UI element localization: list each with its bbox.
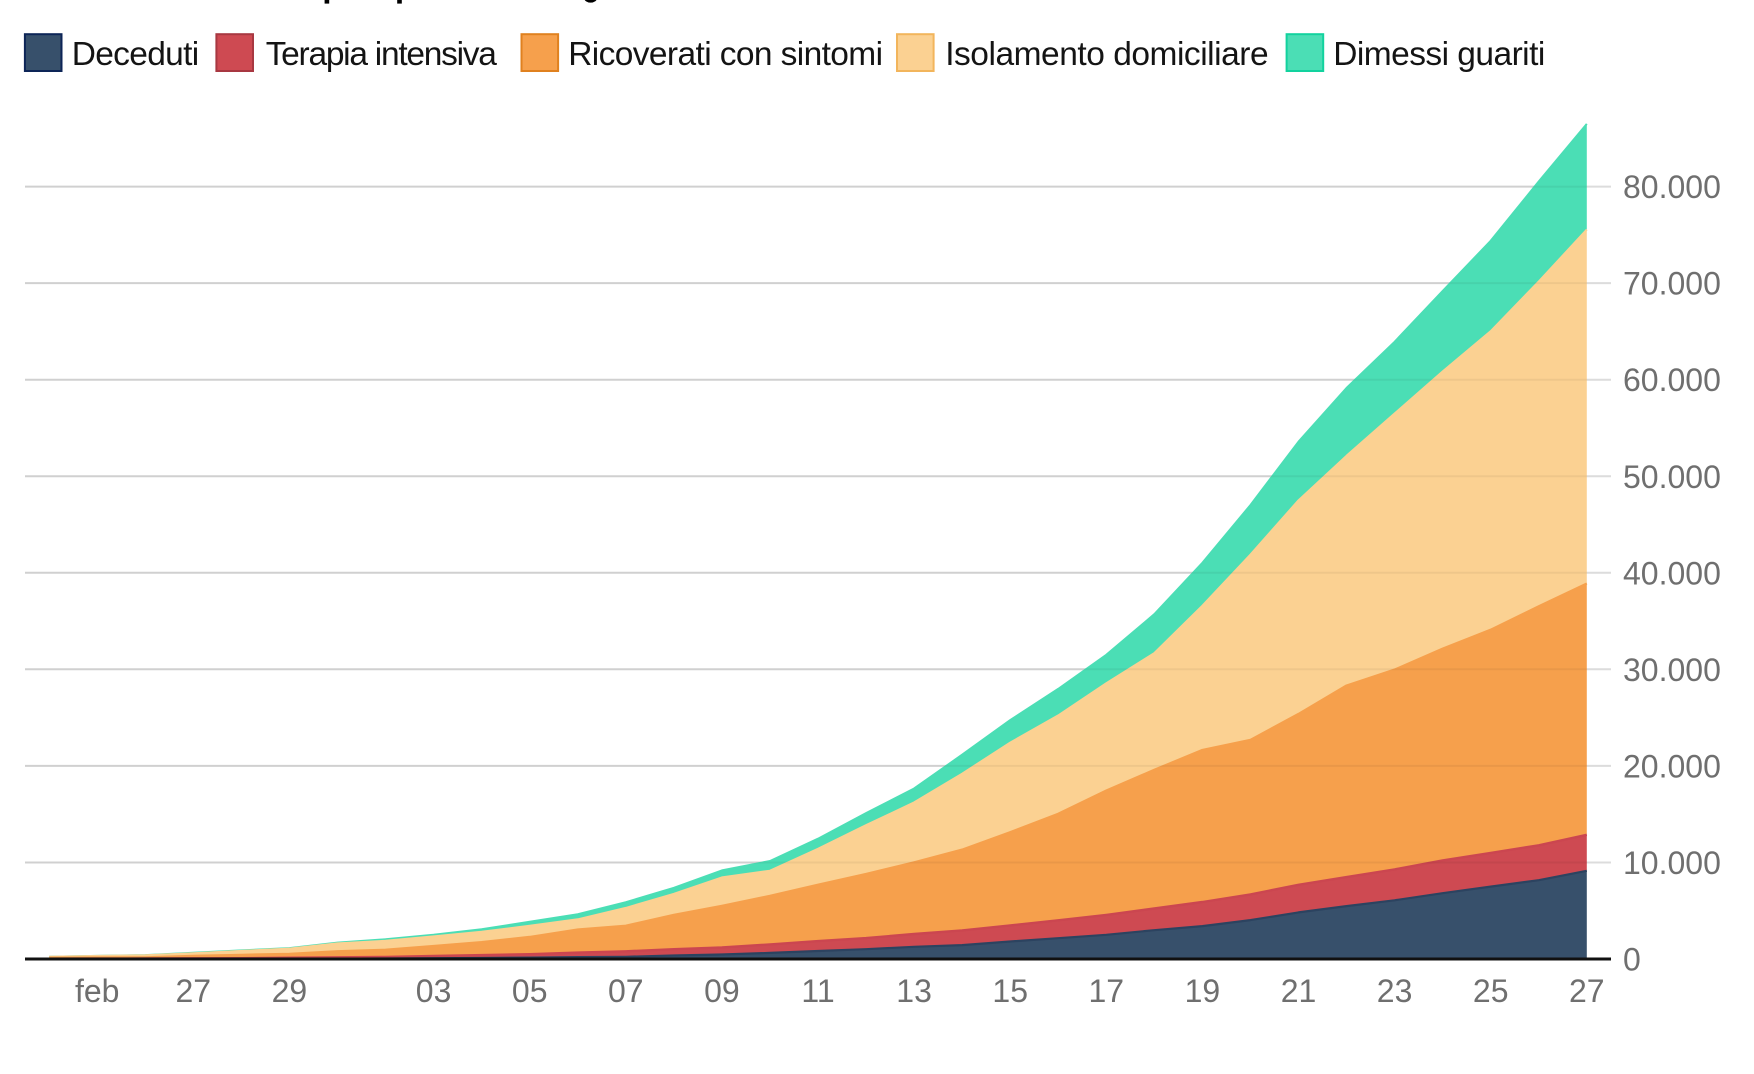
svg-text:80.000: 80.000 bbox=[1623, 169, 1721, 205]
svg-text:20.000: 20.000 bbox=[1623, 748, 1721, 784]
svg-text:13: 13 bbox=[896, 973, 932, 1009]
svg-text:Deceduti: Deceduti bbox=[72, 36, 199, 73]
svg-text:30.000: 30.000 bbox=[1623, 652, 1721, 688]
svg-text:05: 05 bbox=[512, 973, 548, 1009]
svg-text:27: 27 bbox=[1569, 973, 1605, 1009]
svg-text:70.000: 70.000 bbox=[1623, 266, 1721, 302]
svg-text:50.000: 50.000 bbox=[1623, 459, 1721, 495]
svg-text:10.000: 10.000 bbox=[1623, 845, 1721, 881]
svg-text:Ricoverati con sintomi: Ricoverati con sintomi bbox=[568, 36, 882, 73]
svg-text:Terapia intensiva: Terapia intensiva bbox=[266, 36, 498, 73]
svg-text:27: 27 bbox=[176, 973, 212, 1009]
svg-text:Isolamento domiciliare: Isolamento domiciliare bbox=[945, 36, 1268, 73]
svg-text:60.000: 60.000 bbox=[1623, 362, 1721, 398]
svg-text:40.000: 40.000 bbox=[1623, 555, 1721, 591]
svg-text:17: 17 bbox=[1089, 973, 1125, 1009]
svg-text:03: 03 bbox=[416, 973, 452, 1009]
svg-text:11: 11 bbox=[801, 973, 834, 1009]
svg-text:23: 23 bbox=[1377, 973, 1413, 1009]
svg-text:07: 07 bbox=[608, 973, 644, 1009]
svg-text:21: 21 bbox=[1281, 973, 1317, 1009]
svg-text:feb: feb bbox=[75, 973, 119, 1009]
svg-text:29: 29 bbox=[272, 973, 308, 1009]
svg-text:Dimessi guariti: Dimessi guariti bbox=[1333, 36, 1545, 73]
svg-text:19: 19 bbox=[1185, 973, 1221, 1009]
svg-text:15: 15 bbox=[992, 973, 1028, 1009]
svg-text:0: 0 bbox=[1623, 942, 1641, 978]
svg-text:25: 25 bbox=[1473, 973, 1509, 1009]
svg-text:09: 09 bbox=[704, 973, 740, 1009]
